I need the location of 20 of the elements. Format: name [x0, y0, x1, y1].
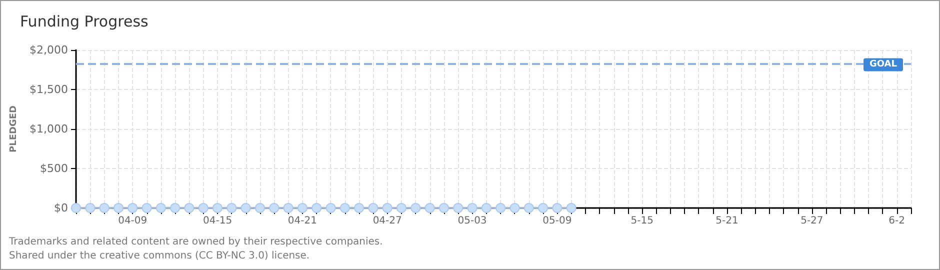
y-tick-label: $1,500 — [30, 83, 68, 96]
y-tick-label: $2,000 — [30, 44, 68, 56]
x-tick-label: 04-27 — [372, 216, 402, 226]
x-tick-label: 5-15 — [630, 216, 654, 226]
x-tick-label: 04-15 — [202, 216, 232, 226]
x-tick-label: 5-27 — [800, 216, 824, 226]
y-tick-label: $500 — [40, 162, 68, 175]
y-axis-title: PLEDGED — [9, 106, 20, 152]
x-tick-label: 05-09 — [542, 216, 572, 226]
x-tick-label: 04-09 — [118, 216, 148, 226]
y-tick-label: $1,000 — [30, 122, 68, 136]
text: Trademarks and related content are owned by their respective companies. — [8, 236, 383, 248]
x-tick-label: 6-2 — [888, 216, 906, 226]
y-tick-label: $0 — [54, 202, 68, 214]
chart-title: Funding Progress — [20, 12, 149, 30]
x-tick-label: 5-21 — [716, 216, 738, 226]
text: Shared under the creative commons (CC BY-NC 3.0) license. — [9, 250, 310, 262]
ref-line-label: GOAL — [870, 60, 898, 70]
x-tick-label: 05-03 — [458, 216, 487, 226]
x-tick-label: 04-21 — [288, 216, 317, 226]
